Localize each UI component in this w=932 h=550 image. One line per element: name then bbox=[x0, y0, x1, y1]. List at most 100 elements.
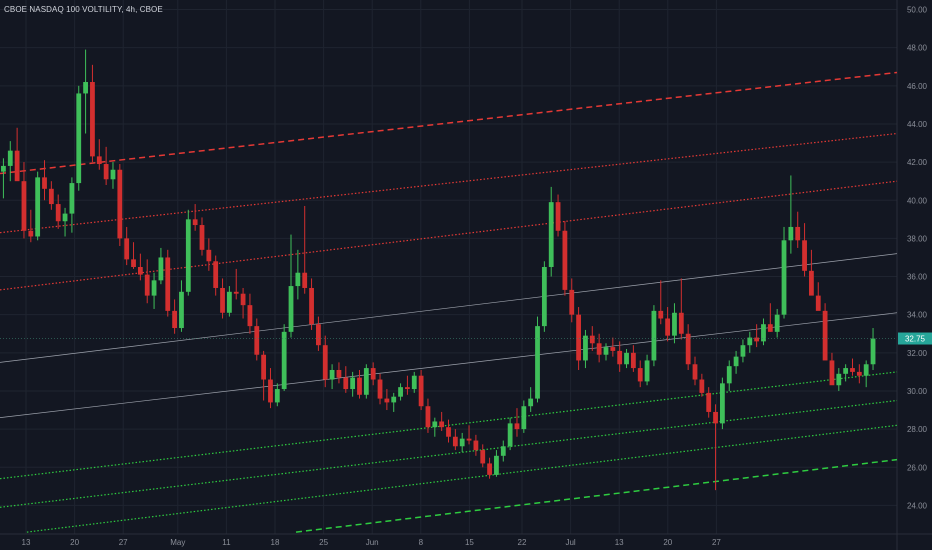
candle-body bbox=[179, 291, 184, 329]
candle-body bbox=[185, 219, 191, 292]
candle bbox=[555, 194, 561, 237]
candle bbox=[220, 278, 225, 319]
candle-body bbox=[42, 177, 47, 189]
candle-body bbox=[206, 249, 212, 262]
candle bbox=[459, 432, 465, 452]
candle bbox=[405, 375, 410, 395]
channel-line-green-dotted bbox=[26, 424, 898, 533]
candle-body bbox=[678, 312, 684, 334]
candle bbox=[624, 349, 629, 369]
candle bbox=[206, 238, 212, 271]
candle bbox=[795, 211, 801, 248]
candle bbox=[630, 345, 636, 372]
candle-body bbox=[815, 295, 821, 311]
candle-body bbox=[761, 324, 766, 342]
candle bbox=[562, 221, 568, 296]
candle-body bbox=[487, 463, 492, 475]
candle-body bbox=[767, 324, 773, 332]
candle-body bbox=[528, 398, 534, 407]
candle-body bbox=[788, 226, 794, 241]
x-tick-label: 20 bbox=[663, 538, 672, 547]
y-tick-label: 32.00 bbox=[907, 349, 928, 358]
candle bbox=[446, 419, 451, 443]
candle bbox=[185, 209, 191, 296]
candle bbox=[329, 364, 335, 390]
candle bbox=[494, 450, 499, 477]
candle-body bbox=[740, 345, 746, 357]
candle-body bbox=[562, 230, 568, 290]
candle-body bbox=[411, 375, 417, 390]
candle-body bbox=[829, 360, 835, 386]
candle-body bbox=[295, 272, 301, 287]
candle bbox=[48, 181, 54, 210]
y-tick-label: 42.00 bbox=[907, 158, 928, 167]
candle-body bbox=[172, 310, 178, 329]
candle bbox=[569, 278, 575, 323]
y-tick-label: 26.00 bbox=[907, 463, 928, 472]
candle-body bbox=[309, 287, 314, 325]
x-tick-label: 25 bbox=[319, 538, 328, 547]
candle bbox=[637, 360, 643, 388]
candle bbox=[610, 337, 616, 357]
candle bbox=[322, 335, 328, 388]
x-tick-label: 8 bbox=[419, 538, 424, 547]
candle bbox=[706, 387, 712, 418]
candle bbox=[295, 249, 301, 300]
candle bbox=[316, 316, 321, 351]
candle bbox=[247, 293, 253, 334]
candle-body bbox=[850, 368, 855, 372]
candle bbox=[500, 440, 506, 462]
x-tick-label: 13 bbox=[615, 538, 624, 547]
candle bbox=[583, 329, 588, 369]
candle bbox=[507, 417, 513, 451]
candle bbox=[452, 429, 458, 451]
candle-body bbox=[131, 259, 136, 267]
candle bbox=[761, 318, 766, 346]
x-tick-label: 18 bbox=[271, 538, 280, 547]
candle-body bbox=[1, 165, 6, 172]
candle-body bbox=[343, 377, 349, 390]
candle-body bbox=[240, 293, 246, 306]
candle-body bbox=[35, 177, 41, 237]
candle bbox=[733, 350, 739, 374]
candle-body bbox=[644, 360, 650, 382]
candle-body bbox=[329, 369, 335, 380]
candle bbox=[699, 373, 705, 397]
candle-body bbox=[281, 331, 287, 390]
candle bbox=[754, 324, 760, 348]
x-tick-label: 15 bbox=[465, 538, 474, 547]
candle-body bbox=[247, 305, 253, 327]
y-tick-label: 50.00 bbox=[907, 6, 928, 15]
candle-body bbox=[706, 392, 712, 412]
candle bbox=[336, 362, 342, 384]
candle bbox=[76, 85, 82, 191]
candle-body bbox=[418, 375, 424, 407]
candle-body bbox=[254, 326, 260, 355]
candle-body bbox=[651, 310, 657, 361]
candle bbox=[850, 358, 855, 376]
candle-body bbox=[658, 310, 664, 319]
candle-body bbox=[521, 406, 527, 430]
candle bbox=[7, 141, 13, 182]
candle bbox=[35, 171, 41, 241]
candle-body bbox=[452, 436, 458, 447]
candle bbox=[815, 282, 821, 311]
candle bbox=[302, 205, 308, 294]
candle bbox=[213, 255, 219, 296]
candle bbox=[589, 326, 595, 351]
candle bbox=[391, 392, 397, 412]
candle bbox=[418, 369, 424, 411]
candle-body bbox=[603, 347, 609, 355]
candle-body bbox=[548, 202, 554, 267]
channel-line-green-dotted bbox=[0, 399, 898, 508]
candle bbox=[774, 308, 780, 338]
candle bbox=[172, 299, 178, 334]
candle bbox=[535, 316, 540, 403]
candle bbox=[103, 146, 109, 185]
candle-body bbox=[754, 337, 760, 342]
candle-body bbox=[699, 379, 705, 393]
x-tick-label: Jun bbox=[366, 538, 379, 547]
candle-body bbox=[795, 226, 801, 241]
candle bbox=[829, 352, 835, 386]
